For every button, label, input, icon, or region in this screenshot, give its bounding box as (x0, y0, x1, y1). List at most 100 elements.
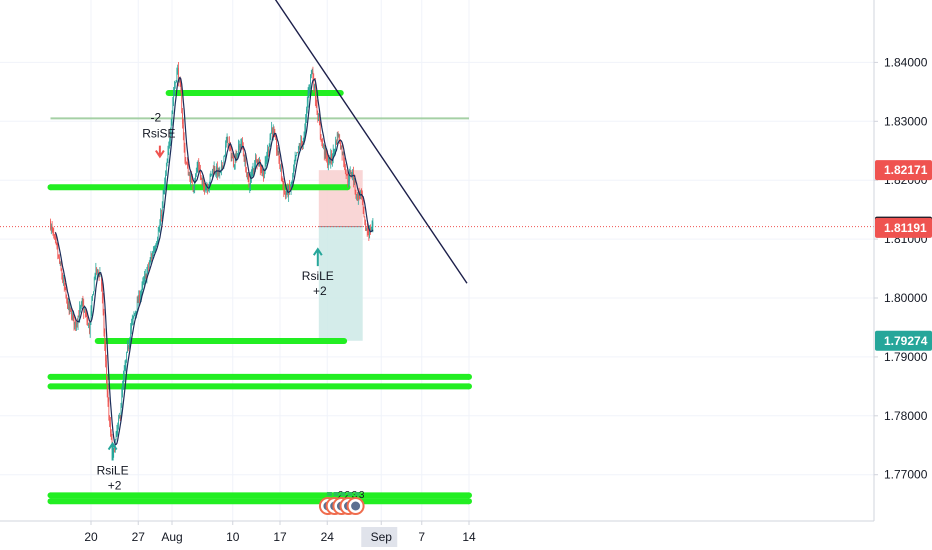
candle-body (285, 193, 287, 196)
candle-body (362, 203, 364, 208)
candle-body (285, 193, 286, 195)
candle-body (50, 220, 51, 230)
candle-body (155, 245, 157, 248)
level-handle[interactable] (466, 498, 472, 505)
y-tick-label: 1.79000 (884, 350, 928, 364)
candle-body (157, 239, 158, 244)
candle-body (353, 178, 355, 182)
candle-body (337, 133, 339, 137)
price-badge-bg (875, 330, 932, 351)
price-badge[interactable]: 1.82171 (875, 160, 932, 181)
x-tick-label: Aug (161, 530, 182, 544)
level-handle[interactable] (47, 492, 54, 499)
candle-body (336, 140, 337, 144)
candle-body (310, 74, 311, 85)
candle-body (184, 147, 186, 162)
candle-body (91, 301, 93, 313)
candle-body (64, 287, 66, 289)
trendline-segment[interactable] (248, 0, 468, 284)
candle-body (288, 186, 289, 197)
candle-body (243, 154, 245, 162)
candle-body (242, 147, 244, 155)
candle-body (189, 174, 191, 182)
candle-body (281, 177, 283, 180)
candle-body (122, 385, 123, 394)
level-handle[interactable] (94, 337, 101, 344)
horizontal-levels[interactable] (47, 90, 473, 505)
candle-body (53, 232, 55, 236)
candle-body (127, 347, 129, 349)
level-handle[interactable] (341, 337, 348, 344)
candle-body (150, 257, 152, 259)
level-handle[interactable] (47, 498, 54, 505)
candle-body (144, 276, 145, 282)
candle-body (78, 315, 80, 318)
candle-body (316, 104, 318, 113)
price-badge-bg (875, 160, 932, 181)
candle-body (138, 294, 140, 304)
candle-body (93, 291, 94, 296)
candle-body (56, 243, 58, 248)
y-tick-label: 1.84000 (884, 55, 928, 69)
level-handle[interactable] (466, 492, 472, 499)
y-tick-label: 1.78000 (884, 409, 928, 423)
candle-body (364, 216, 366, 222)
price-badge[interactable]: 1.79274 (875, 330, 932, 351)
trendline[interactable] (248, 0, 468, 284)
candle-body (154, 248, 156, 250)
candle-body (326, 155, 328, 157)
candle-body (277, 150, 278, 153)
candle-body (204, 185, 205, 191)
candle-body (210, 173, 212, 176)
candle-body (136, 301, 138, 313)
candle-body (106, 360, 107, 378)
event-tag-icon (326, 492, 332, 496)
candle-body (357, 193, 358, 201)
candle-body (354, 179, 356, 192)
candle-body (162, 195, 164, 204)
candle-body (347, 175, 349, 183)
level-handle[interactable] (466, 373, 472, 380)
level-handle[interactable] (47, 383, 54, 390)
candle-body (245, 158, 247, 172)
candle-body (97, 269, 98, 273)
candle-body (190, 175, 191, 183)
event-marker[interactable]: 3 (346, 490, 365, 515)
candle-body (208, 182, 210, 187)
candle-body (340, 142, 341, 149)
level-handle[interactable] (47, 373, 54, 380)
candle-body (335, 141, 336, 150)
candle-body (207, 187, 208, 191)
candle-body (144, 274, 146, 277)
price-badge[interactable]: 1.81191 (875, 217, 932, 238)
level-handle[interactable] (466, 383, 472, 390)
candle-body (123, 370, 125, 377)
candle-body (82, 300, 84, 305)
candle-body (188, 174, 190, 176)
candle-body (59, 263, 61, 265)
level-handle[interactable] (165, 90, 172, 97)
candle-body (328, 163, 329, 165)
candle-body (140, 295, 141, 300)
level-handle[interactable] (47, 184, 54, 191)
candle-body (179, 78, 181, 84)
candle-body (267, 149, 268, 158)
candle-body (323, 146, 325, 155)
y-tick-label: 1.83000 (884, 114, 928, 128)
candle-body (123, 376, 124, 387)
candle-body (194, 182, 195, 189)
signal-value: -2 (151, 111, 162, 125)
candle-body (132, 319, 133, 322)
position-target-zone[interactable] (318, 226, 363, 341)
position-tool[interactable] (0, 170, 874, 341)
candle-body (306, 100, 308, 110)
candle-body (68, 301, 69, 310)
candle-body (183, 124, 184, 134)
x-tick-label: 20 (84, 530, 98, 544)
candle-body (137, 300, 139, 303)
candle-body (320, 134, 322, 141)
